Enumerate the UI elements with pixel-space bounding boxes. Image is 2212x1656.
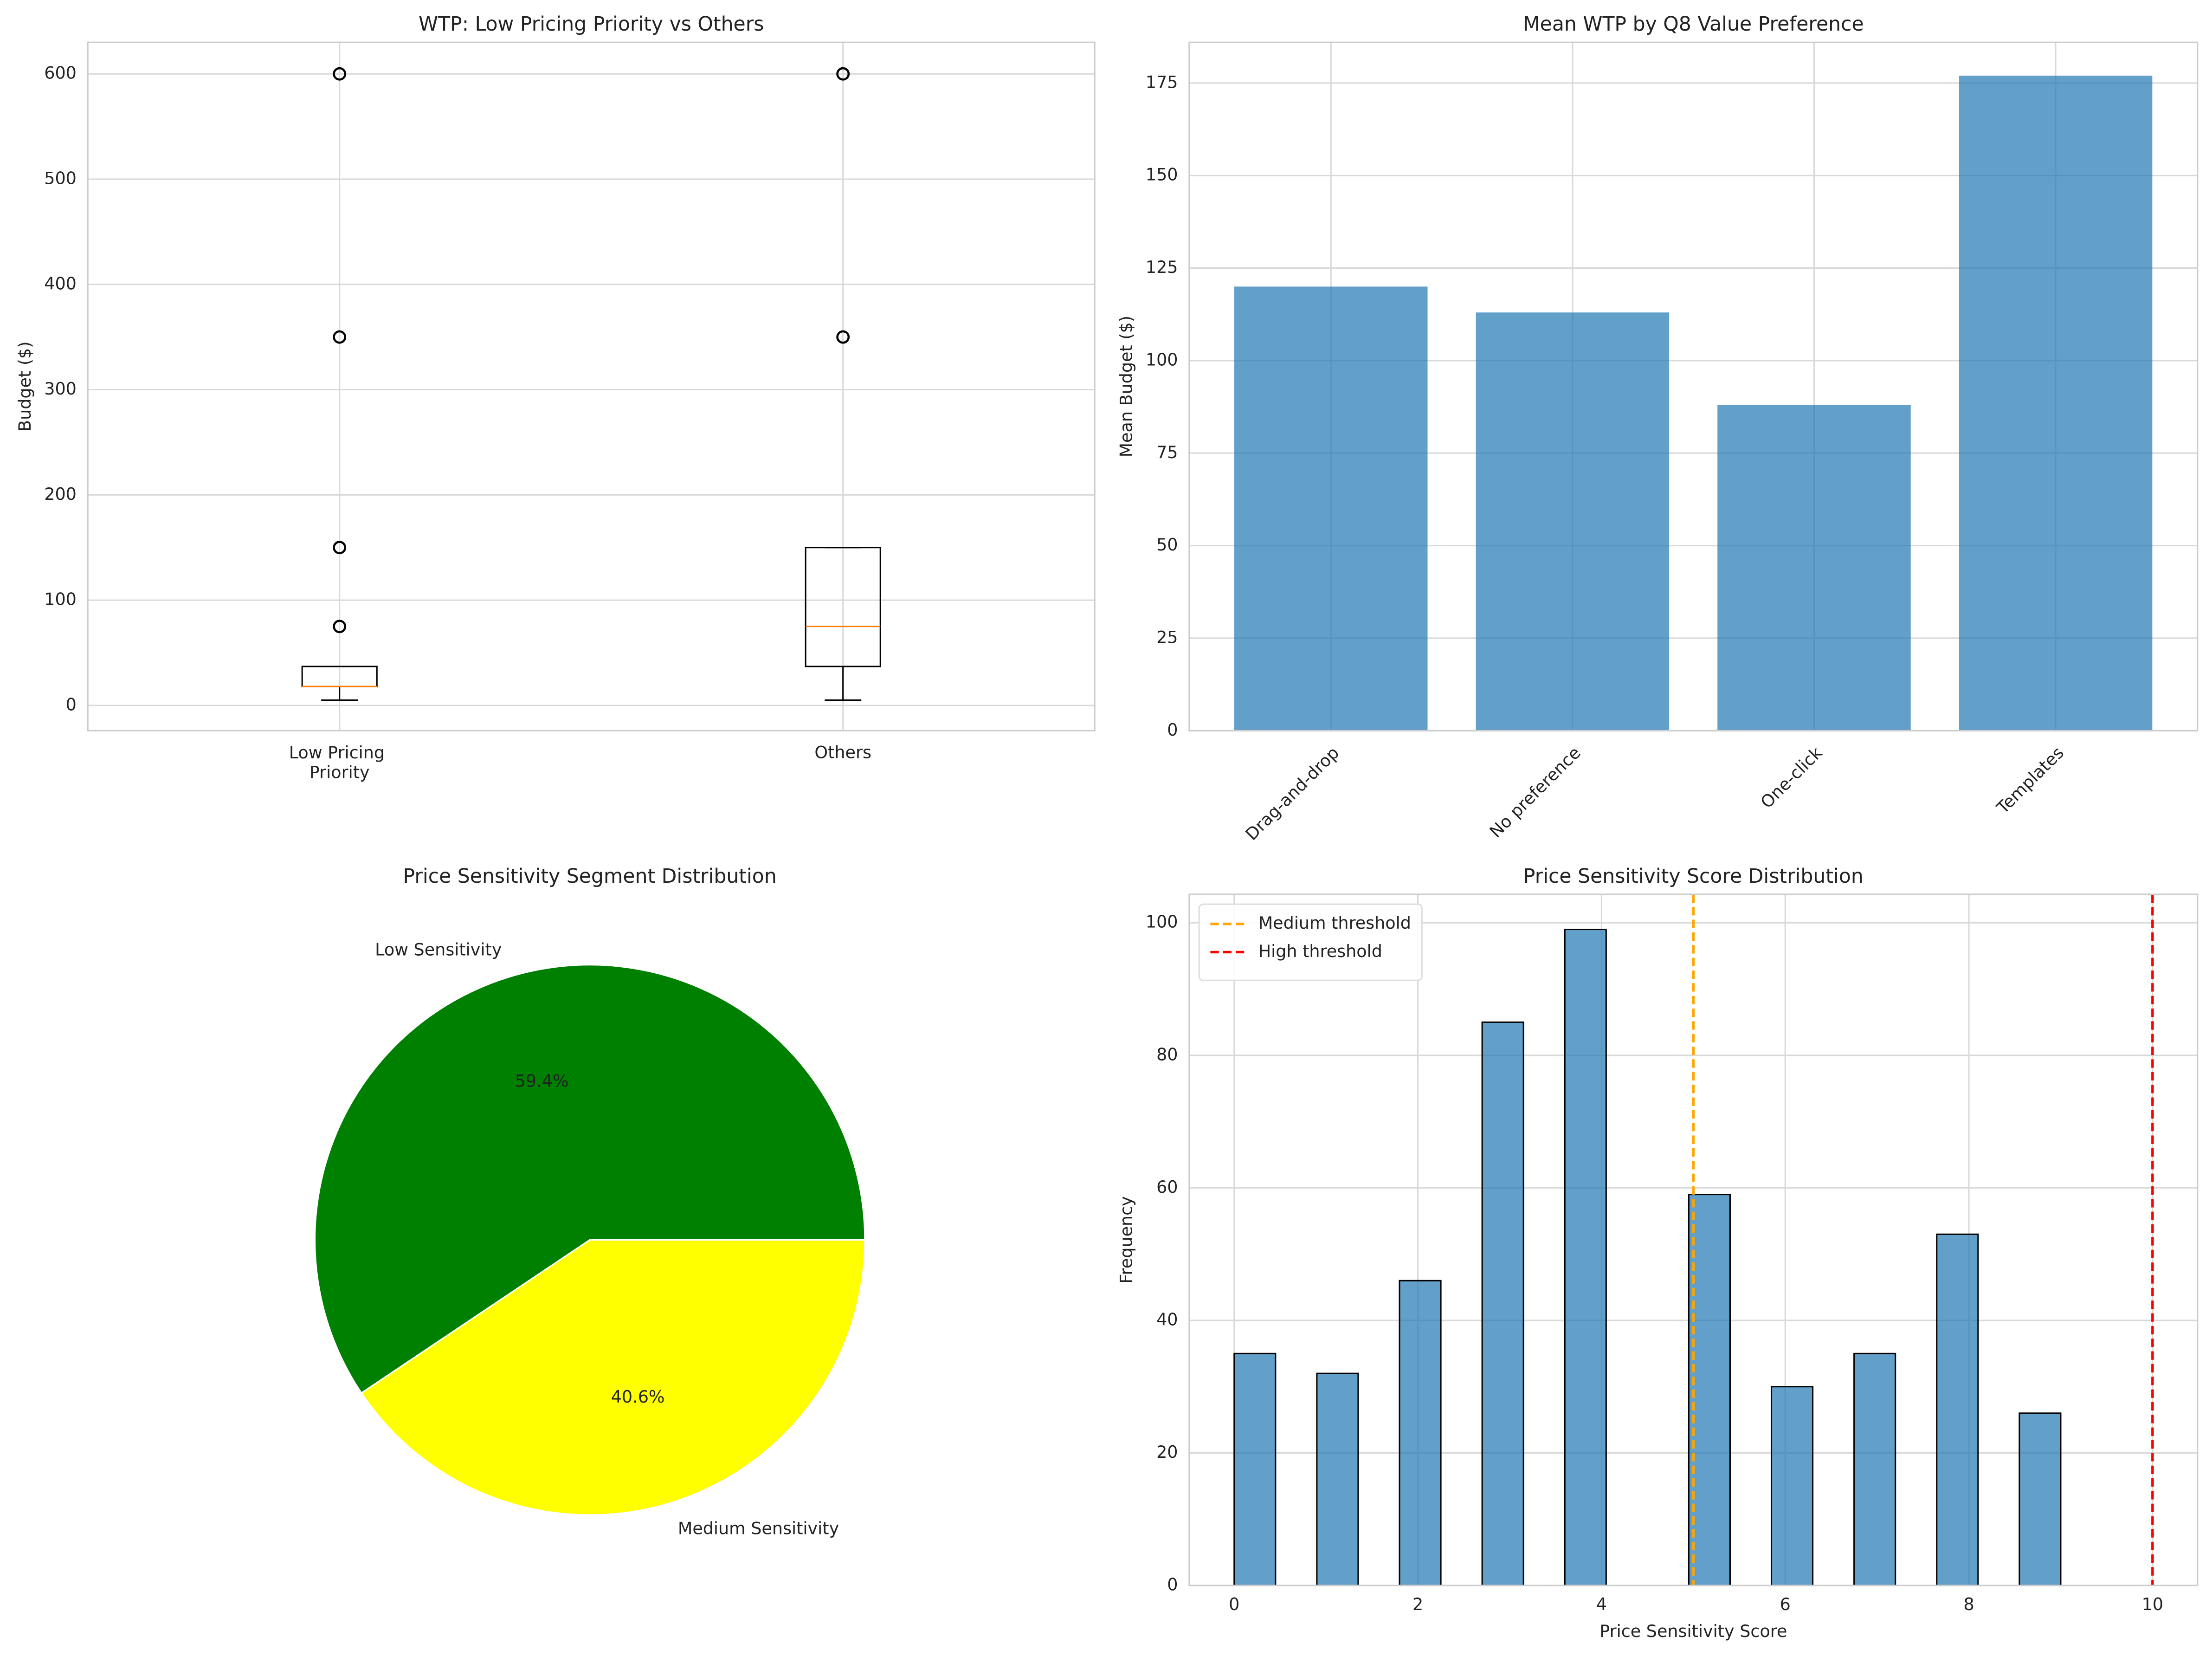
- legend-box: [1198, 903, 1423, 981]
- chart-title: WTP: Low Pricing Priority vs Others: [419, 13, 764, 36]
- flier: [333, 620, 347, 634]
- y-tick-label: 175: [1146, 72, 1178, 92]
- histogram-bar: [1771, 1386, 1814, 1586]
- bar: [1234, 286, 1428, 731]
- flier: [333, 67, 347, 81]
- flier: [333, 330, 347, 344]
- slice-label: Low Sensitivity: [375, 939, 502, 959]
- x-tick-label: 8: [1963, 1594, 1974, 1614]
- y-tick-label: 25: [1156, 627, 1178, 647]
- pie-slice: [360, 1239, 866, 1516]
- x-tick-label: 6: [1780, 1594, 1791, 1614]
- x-tick-label: Others: [814, 742, 871, 762]
- histogram-bar: [1481, 1021, 1524, 1586]
- histogram-bar: [2019, 1412, 2062, 1586]
- plot-frame: [1188, 41, 2199, 731]
- y-tick-label: 125: [1146, 257, 1178, 277]
- y-tick-label: 300: [44, 379, 77, 399]
- chart-title: Price Sensitivity Score Distribution: [1523, 865, 1864, 888]
- flier: [836, 330, 850, 344]
- bar: [1959, 75, 2153, 731]
- chart-title: Price Sensitivity Segment Distribution: [403, 865, 777, 888]
- y-axis-label: Budget ($): [15, 342, 35, 432]
- slice-label: Medium Sensitivity: [678, 1519, 839, 1539]
- y-tick-label: 50: [1156, 535, 1178, 555]
- y-tick-label: 600: [44, 63, 77, 83]
- y-tick-label: 0: [1167, 1575, 1178, 1595]
- pie-slice: [314, 964, 866, 1394]
- plot-frame: [87, 41, 1096, 731]
- x-axis-label: Price Sensitivity Score: [1599, 1621, 1787, 1641]
- y-tick-label: 150: [1146, 165, 1178, 185]
- x-tick-label: 4: [1596, 1594, 1607, 1614]
- legend-label: High threshold: [1258, 941, 1382, 961]
- x-tick-label: 0: [1229, 1594, 1239, 1614]
- bar: [1476, 312, 1670, 731]
- y-axis-label: Mean Budget ($): [1116, 316, 1136, 457]
- histogram-bar: [1936, 1233, 1979, 1586]
- x-tick-label: Low Pricing Priority: [289, 742, 390, 782]
- y-tick-label: 200: [44, 484, 77, 504]
- histogram-bar: [1233, 1352, 1277, 1586]
- y-axis-label: Frequency: [1116, 1196, 1136, 1283]
- y-tick-label: 0: [66, 694, 77, 714]
- plot-frame: [1188, 893, 2199, 1586]
- x-tick-label: 10: [2142, 1594, 2163, 1614]
- bar: [1717, 405, 1911, 731]
- legend-label: Medium threshold: [1258, 913, 1411, 933]
- y-tick-label: 400: [44, 273, 77, 293]
- histogram-bar: [1853, 1352, 1896, 1586]
- y-tick-label: 80: [1156, 1044, 1178, 1064]
- value-label: 59.4%: [515, 1071, 569, 1091]
- y-tick-label: 500: [44, 168, 77, 188]
- flier: [836, 67, 850, 81]
- histogram-bar: [1399, 1280, 1442, 1586]
- label-line: Low Pricing: [289, 742, 390, 762]
- histogram-bar: [1316, 1372, 1359, 1586]
- histogram-bar: [1564, 928, 1607, 1586]
- chart-title: Mean WTP by Q8 Value Preference: [1523, 13, 1864, 36]
- y-tick-label: 75: [1156, 442, 1178, 462]
- y-tick-label: 40: [1156, 1309, 1178, 1329]
- value-label: 40.6%: [611, 1387, 665, 1407]
- x-tick-label: 2: [1412, 1594, 1423, 1614]
- y-tick-label: 100: [44, 589, 77, 609]
- y-tick-label: 0: [1167, 720, 1178, 740]
- box: [805, 547, 881, 667]
- label-line: Priority: [310, 762, 370, 782]
- y-tick-label: 100: [1146, 349, 1178, 369]
- y-tick-label: 60: [1156, 1177, 1178, 1197]
- y-tick-label: 20: [1156, 1442, 1178, 1462]
- y-tick-label: 100: [1146, 912, 1178, 932]
- histogram-bar: [1688, 1194, 1731, 1586]
- flier: [333, 541, 347, 555]
